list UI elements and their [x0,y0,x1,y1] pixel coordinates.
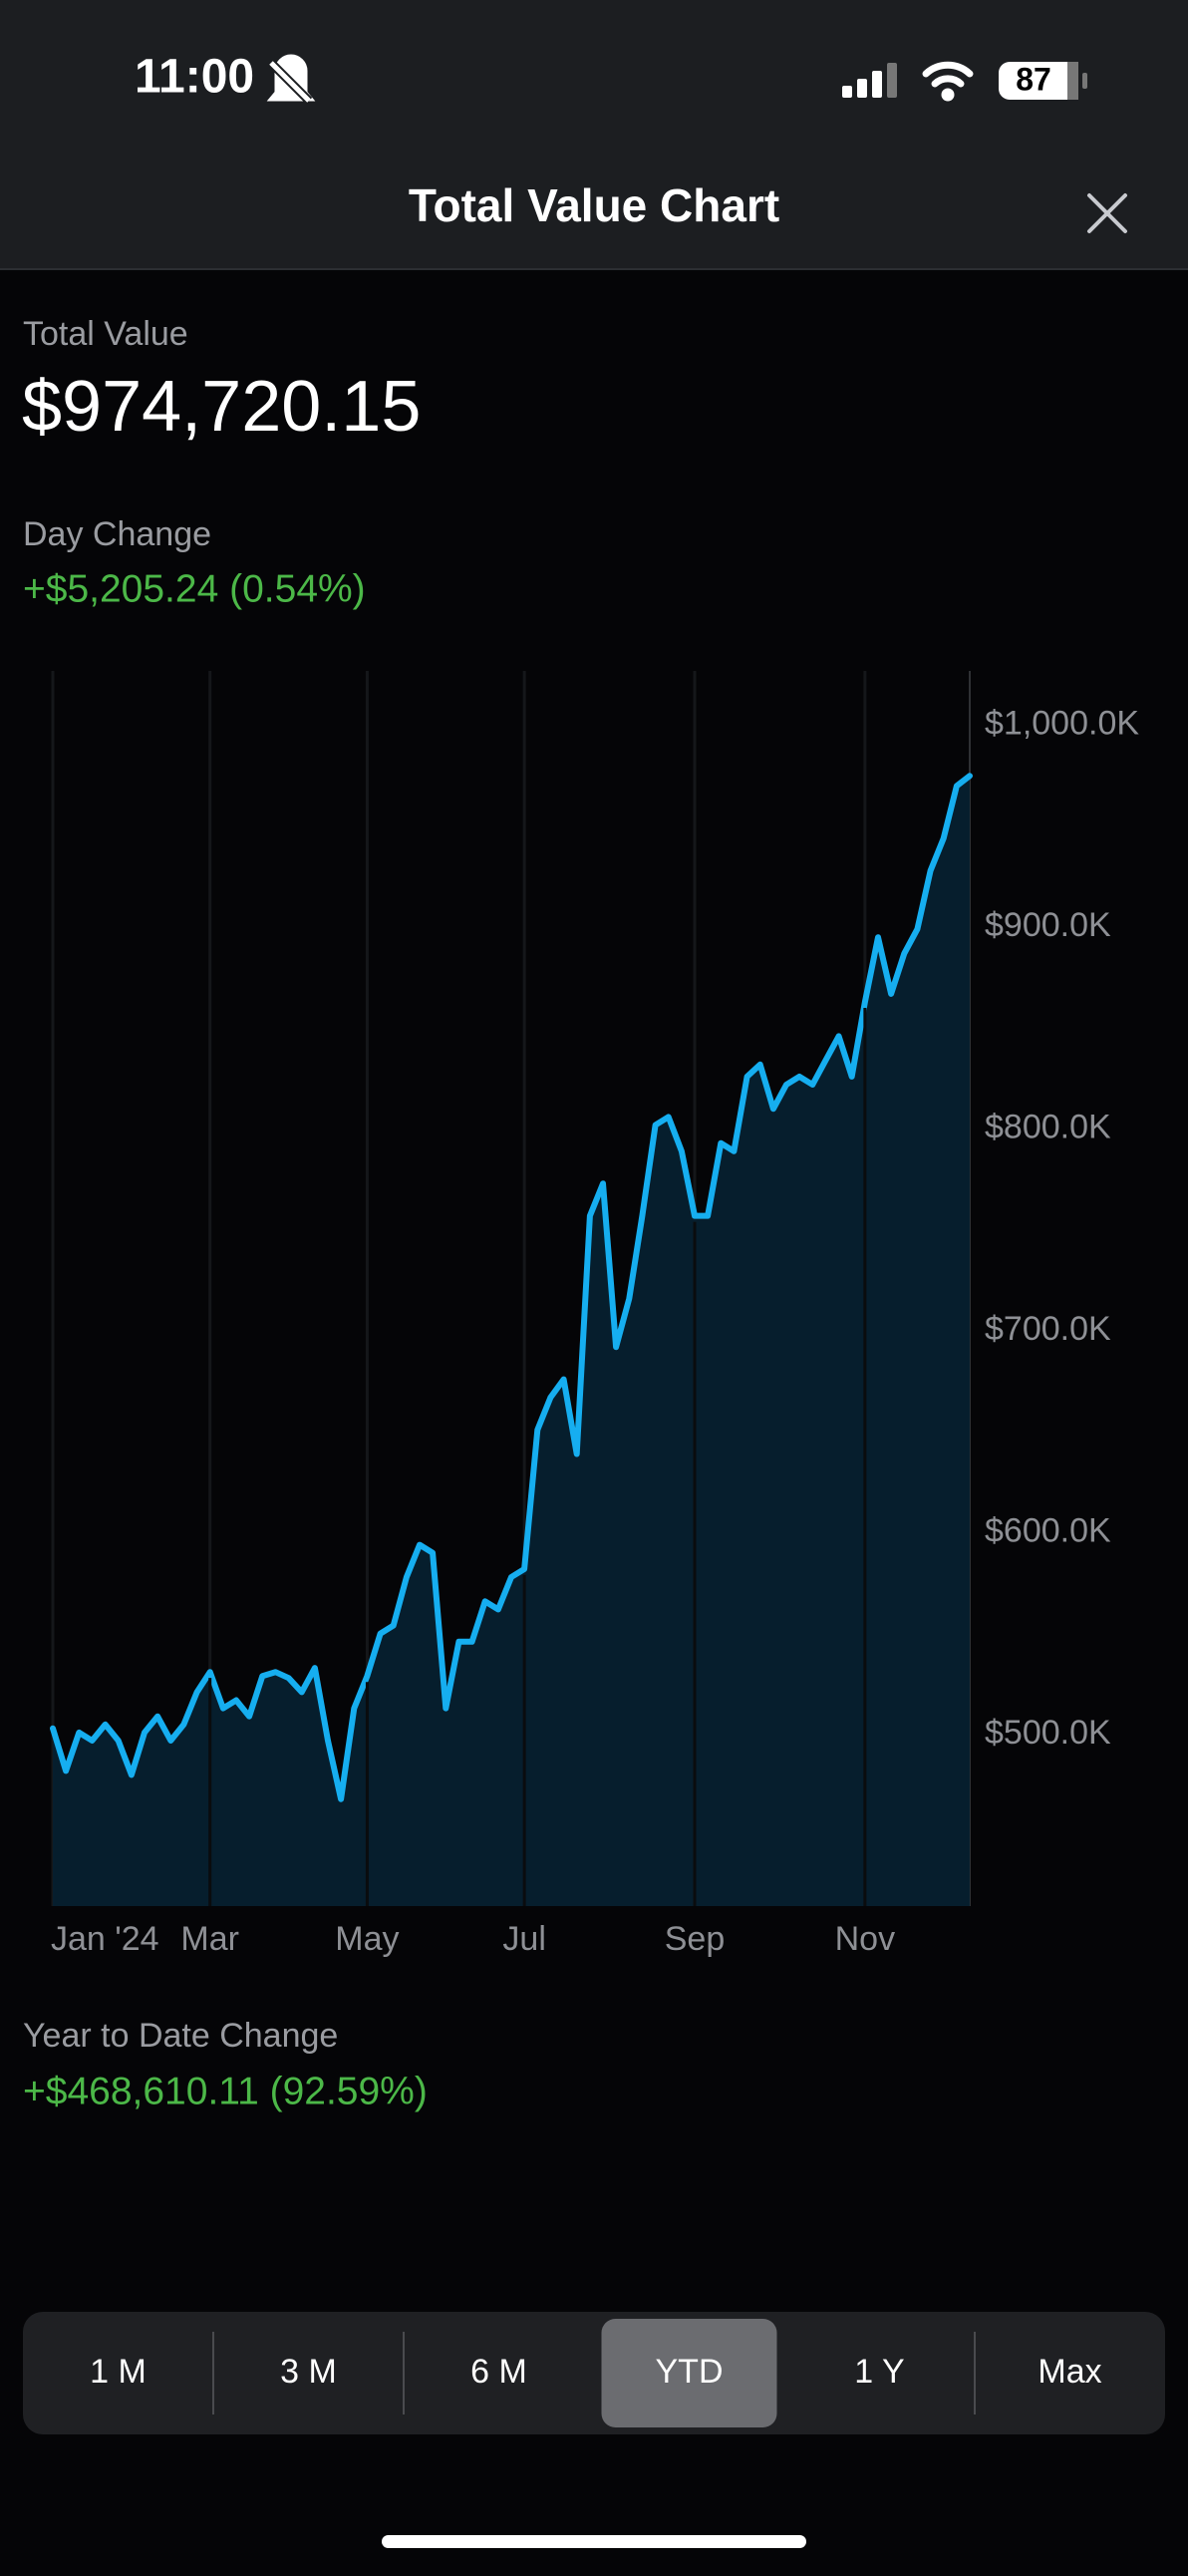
ytd-value: +$468,610.11 (92.59%) [23,2070,428,2112]
range-option[interactable]: Max [1038,2353,1101,2391]
range-option[interactable]: 1 M [90,2353,147,2391]
silent-icon [266,54,316,105]
close-button[interactable] [1087,193,1127,233]
line [50,773,973,1802]
range-option[interactable]: 6 M [470,2353,527,2391]
wifi-icon [922,61,974,102]
y-tick-label: $500.0K [985,1714,1111,1752]
y-tick-label: $900.0K [985,906,1111,944]
screen-title: Total Value Chart [409,179,779,231]
range-option-selected[interactable] [601,2319,777,2427]
x-tick-label: Jan '24 [51,1920,159,1958]
y-tick-label: $800.0K [985,1109,1111,1146]
x-tick-label: Sep [665,1920,726,1958]
range-options: 1 M 3 M 6 M YTD 1 Y Max [90,2319,1102,2427]
day-change-label: Day Change [23,515,211,553]
battery-level: 87 [1016,61,1051,97]
x-tick-label: Mar [180,1920,239,1958]
total-value: $974,720.15 [22,367,421,447]
range-option[interactable]: 3 M [280,2353,337,2391]
battery-icon: 87 [999,61,1087,100]
y-tick-label: $1,000.0K [985,705,1139,743]
total-label: Total Value [23,315,188,353]
signal-icon [842,63,897,98]
y-tick-label: $700.0K [985,1310,1111,1348]
chart: $500.0K $600.0K $700.0K $800.0K $900.0K $1,00… [50,671,1139,1958]
top-bar [0,0,1188,269]
day-change-value: +$5,205.24 (0.54%) [23,567,366,610]
range-option[interactable]: 1 Y [854,2353,904,2391]
ytd-label: Year to Date Change [23,2017,338,2055]
x-tick-label: Nov [835,1920,895,1958]
area [53,776,970,1906]
status-time: 11:00 [135,51,254,104]
home-indicator [382,2535,806,2548]
y-tick-label: $600.0K [985,1511,1111,1549]
x-tick-label: Jul [502,1920,545,1958]
range-option[interactable]: YTD [656,2353,724,2391]
x-tick-label: May [335,1920,399,1958]
range-selector [23,2312,1165,2434]
